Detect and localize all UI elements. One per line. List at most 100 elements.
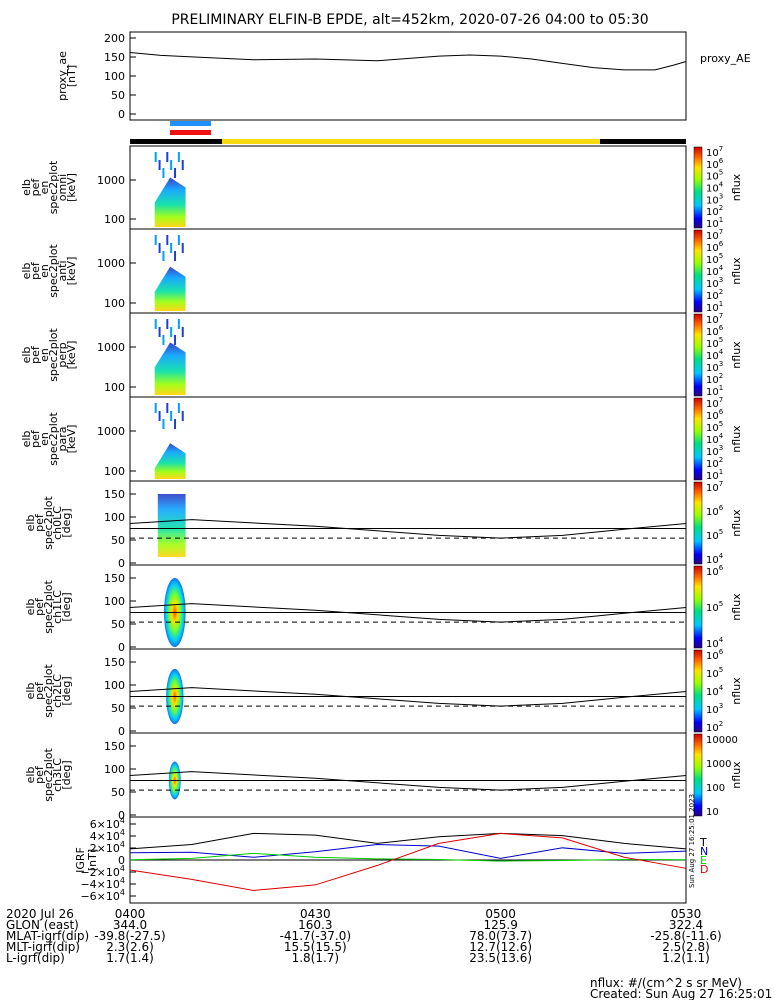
y-tick-label: 100 xyxy=(104,70,125,83)
created-stamp: Created: Sun Aug 27 16:25:01 2023 xyxy=(590,987,775,1000)
spectrogram-pixel xyxy=(166,235,169,245)
y-axis-label: elb xyxy=(20,347,33,364)
spectrogram-blob xyxy=(154,403,186,479)
colorbar-label: nflux xyxy=(730,173,743,201)
y-tick-exponent: 4 xyxy=(120,816,125,825)
y-tick-label: 0 xyxy=(118,641,125,654)
spectrogram-blob xyxy=(154,152,186,227)
panel-frame xyxy=(129,564,687,650)
y-axis-label: spec2plot xyxy=(42,748,55,802)
footer-value: 1.8(1.7) xyxy=(292,951,340,965)
pitch-angle-content xyxy=(129,761,687,800)
spectrogram-pixel xyxy=(162,168,165,178)
colorbar-tick-exponent: 4 xyxy=(719,348,724,356)
y-axis-label: IGRF xyxy=(74,847,87,873)
spectrogram-fill xyxy=(154,266,186,311)
y-axis-label: [nT] xyxy=(86,849,99,871)
y-axis-label: [deg] xyxy=(60,676,73,705)
colorbar-tick-exponent: 6 xyxy=(719,564,724,572)
y-axis-label: pef xyxy=(29,178,42,197)
y-tick-label: 50 xyxy=(111,618,125,631)
y-axis-label: spec2plot xyxy=(42,664,55,718)
spectrogram-pixel xyxy=(158,160,161,170)
y-tick-exponent: 4 xyxy=(120,864,125,873)
proxy-ae-legend: proxy_AE xyxy=(700,52,751,65)
spectrogram-pixel xyxy=(177,403,180,413)
spectrogram-pixel xyxy=(162,419,165,429)
colorbar xyxy=(693,397,703,481)
colorbar-tick-exponent: 1 xyxy=(719,216,723,224)
colorbar-label: nflux xyxy=(730,761,743,789)
spectrogram-pixel xyxy=(174,335,177,345)
spectrogram-blob xyxy=(154,235,186,311)
footer-value: 15.5(15.5) xyxy=(284,940,347,954)
y-axis-label: spec2plot xyxy=(47,244,60,298)
y-tick-label: 100 xyxy=(104,679,125,692)
footer-row-label: GLON (east) xyxy=(6,918,79,932)
colorbar-tick-exponent: 4 xyxy=(719,552,724,560)
spectrogram-pixel xyxy=(181,411,184,421)
y-tick-label: −6×104 xyxy=(80,888,125,903)
colorbar-tick-label: 104 xyxy=(706,684,724,698)
y-axis-label: perp xyxy=(56,342,69,367)
y-axis-label: omni xyxy=(56,174,69,201)
colorbar-tick-label: 105 xyxy=(706,600,723,614)
footer-value: -39.8(-27.5) xyxy=(94,929,165,943)
footer-value: 2.5(2.8) xyxy=(662,940,710,954)
spectrogram-pixel xyxy=(174,251,177,261)
spectrogram-pixel xyxy=(177,235,180,245)
colorbar-tick-exponent: 6 xyxy=(719,648,724,656)
footer-value: -41.7(-37.0) xyxy=(280,929,351,943)
nflux-units: nflux: #/(cm^2 s sr MeV) xyxy=(590,976,742,990)
y-axis-label: elb xyxy=(20,431,33,448)
footer-value: 0500 xyxy=(485,907,516,921)
footer-value: -25.8(-11.6) xyxy=(650,929,721,943)
footer-row-label: 2020 Jul 26 xyxy=(6,907,74,921)
igrf-legend-N: N xyxy=(700,845,708,858)
pitch-angle-content xyxy=(129,494,687,557)
igrf-legend-E: E xyxy=(700,854,707,867)
spectrogram-pixel xyxy=(177,152,180,162)
y-axis-label: anti xyxy=(56,260,69,281)
y-axis-label: spec2plot xyxy=(42,580,55,634)
panel-frame xyxy=(129,396,687,482)
y-axis-label: ch0LC xyxy=(51,506,64,540)
pitch-angle-content xyxy=(129,668,687,725)
red-orbit-bar xyxy=(170,130,211,135)
y-tick-label: 1000 xyxy=(97,174,125,187)
pitch-angle-line-0 xyxy=(129,603,687,623)
colorbar-label: nflux xyxy=(730,257,743,285)
colorbar-tick-exponent: 2 xyxy=(719,720,723,728)
footer-row-label: MLAT-igrf(dip) xyxy=(6,929,89,943)
colorbar-tick-label: 1000 xyxy=(706,759,731,770)
y-axis-label: elb xyxy=(20,179,33,196)
igrf-series-N xyxy=(129,843,687,859)
footer-row-label: L-igrf(dip) xyxy=(6,951,65,965)
y-tick-label: 100 xyxy=(104,213,125,226)
y-axis-label: en xyxy=(38,432,51,446)
colorbar-label: nflux xyxy=(730,341,743,369)
footer-value: 78.0(73.7) xyxy=(469,929,532,943)
spectrogram-pixel xyxy=(170,327,173,337)
colorbar-tick-exponent: 4 xyxy=(719,181,724,189)
plot-title: PRELIMINARY ELFIN-B EPDE, alt=452km, 202… xyxy=(171,12,648,28)
spectrogram-pixel xyxy=(181,243,184,253)
spectrogram-pixel xyxy=(170,160,173,170)
y-axis-label: elb xyxy=(24,515,37,532)
pitch-angle-line-0 xyxy=(129,519,687,539)
colorbar-tick-exponent: 6 xyxy=(719,157,724,165)
y-tick-label: 100 xyxy=(104,381,125,394)
colorbar-tick-label: 102 xyxy=(706,720,723,734)
spectrogram-pixel xyxy=(166,403,169,413)
colorbar xyxy=(693,565,703,649)
footer-value: 0530 xyxy=(671,907,702,921)
colorbar-label: nflux xyxy=(730,593,743,621)
panel-proxy-ae: proxy_ae[nT] 200 150 100 50 0 proxy_AE xyxy=(56,31,751,121)
igrf-legend-T: T xyxy=(699,836,707,849)
footer-value: 0400 xyxy=(115,907,146,921)
spectrogram-blob xyxy=(154,319,186,395)
y-axis-label: spec2plot xyxy=(47,160,60,214)
